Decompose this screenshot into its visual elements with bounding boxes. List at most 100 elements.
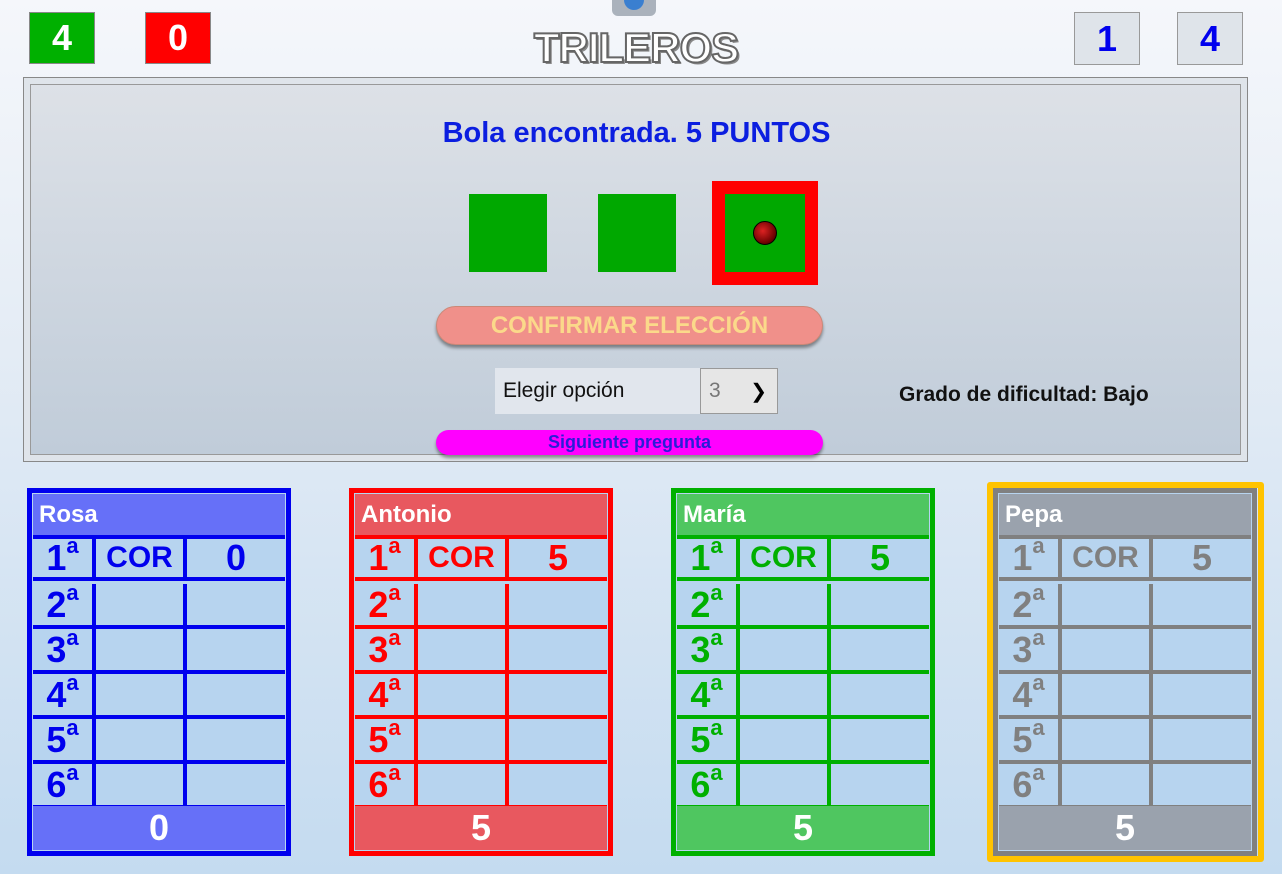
round-row: 4a — [999, 670, 1251, 719]
player-total: 5 — [355, 806, 607, 850]
round-label: 5a — [690, 714, 723, 760]
round-row: 1a COR 5 — [677, 533, 929, 581]
correct-count: 4 — [29, 12, 95, 64]
round-number: 4a — [355, 669, 418, 719]
round-result — [740, 674, 831, 719]
round-result — [740, 764, 831, 809]
chevron-down-icon: ❯ — [750, 381, 767, 403]
cup-2[interactable] — [598, 194, 676, 272]
round-result — [740, 629, 831, 674]
round-result — [96, 674, 187, 719]
round-number: 2a — [677, 579, 740, 629]
round-points — [1153, 629, 1251, 674]
round-label: 4a — [368, 669, 401, 715]
round-points — [831, 584, 929, 629]
round-label: 2a — [368, 579, 401, 625]
round-row: 2a — [33, 579, 285, 629]
round-label: 2a — [1012, 579, 1045, 625]
round-label: 3a — [46, 624, 79, 670]
round-number: 4a — [999, 670, 1062, 719]
round-label: 4a — [690, 669, 723, 715]
players-count: 4 — [1177, 12, 1243, 65]
round-row: 4a — [677, 669, 929, 719]
round-result — [1062, 629, 1153, 674]
round-number: 4a — [677, 669, 740, 719]
round-row: 5a — [677, 714, 929, 764]
round-number: 6a — [355, 760, 418, 809]
round-number: 5a — [355, 714, 418, 764]
round-label: 5a — [1012, 714, 1045, 760]
round-points — [187, 764, 285, 809]
round-number: 1a — [677, 533, 740, 581]
player-total: 5 — [999, 806, 1251, 850]
round-label: 1a — [1012, 533, 1045, 578]
round-points — [1153, 719, 1251, 764]
round-row: 3a — [33, 624, 285, 674]
round-points — [187, 584, 285, 629]
round-points — [1153, 584, 1251, 629]
round-number: 5a — [999, 714, 1062, 764]
round-result — [740, 719, 831, 764]
round-label: 5a — [368, 714, 401, 760]
round-row: 5a — [999, 714, 1251, 764]
round-label: 1a — [46, 533, 79, 578]
round-points — [831, 719, 929, 764]
player-card-rosa: Rosa 1a COR 0 2a 3a 4a 5a 6a 0 — [27, 488, 291, 856]
player-card-antonio: Antonio 1a COR 5 2a 3a 4a 5a 6a 5 — [349, 488, 613, 856]
wrong-count: 0 — [145, 12, 211, 64]
ball-icon — [753, 221, 777, 245]
round-number: 6a — [677, 759, 740, 809]
round-number: 6a — [33, 760, 96, 809]
round-label: 2a — [46, 579, 79, 625]
player-total: 0 — [33, 806, 285, 850]
round-number: 6a — [999, 760, 1062, 809]
option-select[interactable]: 3 ❯ — [700, 368, 778, 414]
round-number: 5a — [33, 715, 96, 764]
round-result — [1062, 584, 1153, 629]
round-number: 3a — [33, 624, 96, 674]
home-icon[interactable] — [612, 0, 656, 16]
round-points — [831, 764, 929, 809]
confirm-button[interactable]: CONFIRMAR ELECCIÓN — [436, 306, 823, 345]
round-points: 5 — [509, 537, 607, 581]
round-result — [418, 674, 509, 719]
round-result — [96, 629, 187, 674]
difficulty-label: Grado de dificultad: Bajo — [899, 383, 1149, 406]
round-points — [509, 584, 607, 629]
round-result — [1062, 674, 1153, 719]
round-row: 5a — [355, 714, 607, 764]
round-number: 2a — [999, 579, 1062, 629]
round-points: 5 — [831, 537, 929, 581]
round-result — [96, 719, 187, 764]
round-points — [187, 674, 285, 719]
round-label: 2a — [690, 579, 723, 625]
player-name: Antonio — [355, 494, 607, 536]
cup-1[interactable] — [469, 194, 547, 272]
round-number: 1a — [999, 533, 1062, 581]
round-row: 4a — [355, 669, 607, 719]
round-number: 1a — [33, 533, 96, 581]
round-result: COR — [740, 539, 831, 581]
round-points — [831, 674, 929, 719]
round-result: COR — [1062, 539, 1153, 581]
round-row: 3a — [677, 625, 929, 674]
round-row: 3a — [355, 624, 607, 674]
round-label: 1a — [690, 533, 723, 578]
round-label: 6a — [690, 759, 723, 805]
round-label: 3a — [368, 624, 401, 670]
round-row: 2a — [999, 579, 1251, 629]
round-points — [509, 719, 607, 764]
round-row: 4a — [33, 670, 285, 719]
cup-3-selected[interactable] — [712, 181, 818, 285]
round-row: 6a — [999, 760, 1251, 809]
round-points — [509, 629, 607, 674]
round-label: 1a — [368, 533, 401, 578]
player-name: María — [677, 494, 929, 536]
next-question-button[interactable]: Siguiente pregunta — [436, 430, 823, 455]
round-points — [1153, 674, 1251, 719]
round-row: 1a COR 0 — [33, 533, 285, 581]
round-number: 5a — [677, 714, 740, 764]
active-player-highlight — [987, 482, 1264, 862]
round-points — [1153, 764, 1251, 809]
player-card-maría: María 1a COR 5 2a 3a 4a 5a 6a 5 — [671, 488, 935, 856]
